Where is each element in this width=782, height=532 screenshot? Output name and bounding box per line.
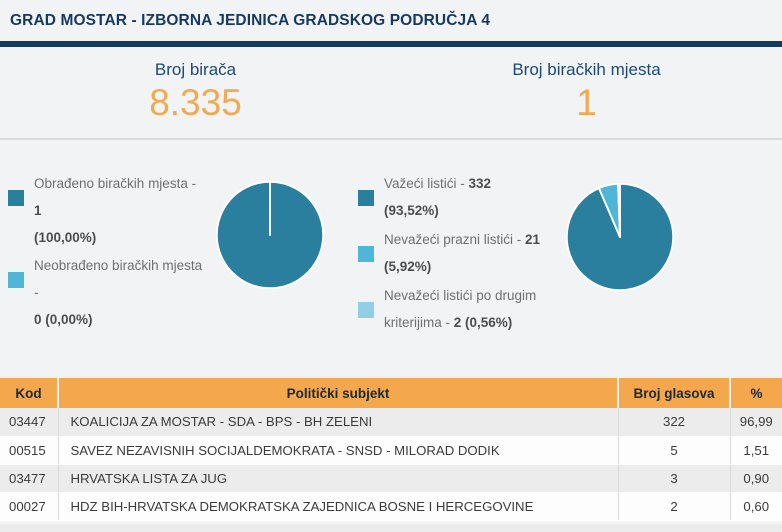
header-percent: % bbox=[729, 378, 782, 408]
row-votes: 3 bbox=[617, 464, 730, 493]
stat-polling-stations: Broj biračkih mjesta 1 bbox=[391, 47, 782, 138]
legend-polling-stations: Obrađeno biračkih mjesta - 1 (100,00%) N… bbox=[8, 170, 204, 334]
row-votes: 2 bbox=[617, 492, 730, 521]
page-title: GRAD MOSTAR - IZBORNA JEDINICA GRADSKOG … bbox=[10, 12, 491, 29]
legend-item-invalid-blank: Nevažeći prazni listići - 21 (5,92%) bbox=[358, 226, 563, 281]
row-votes: 322 bbox=[617, 408, 730, 437]
results-table: Kod Politički subjekt Broj glasova % 034… bbox=[0, 378, 782, 521]
row-party: SAVEZ NEZAVISNIH SOCIJALDEMOKRATA - SNSD… bbox=[57, 436, 618, 465]
pie-chart-polling-stations bbox=[215, 180, 325, 290]
table-row: 00515 SAVEZ NEZAVISNIH SOCIJALDEMOKRATA -… bbox=[0, 436, 782, 465]
legend-value: 332 bbox=[468, 176, 492, 191]
legend-item-processed: Obrađeno biračkih mjesta - 1 (100,00%) bbox=[8, 170, 204, 251]
title-bar: GRAD MOSTAR - IZBORNA JEDINICA GRADSKOG … bbox=[0, 0, 782, 41]
legend-percent: 2 (0,56%) bbox=[453, 315, 513, 330]
legend-swatch-icon bbox=[358, 190, 374, 206]
legend-item-unprocessed: Neobrađeno biračkih mjesta - 0 (0,00%) bbox=[8, 252, 204, 333]
legend-value: 21 bbox=[525, 232, 541, 247]
pie-chart-ballots bbox=[565, 182, 675, 292]
legend-swatch-icon bbox=[358, 302, 374, 318]
legend-label: Nevažeći listići po drugim bbox=[384, 288, 537, 303]
table-partial-next-row bbox=[0, 524, 782, 532]
row-percent: 1,51 bbox=[729, 436, 782, 465]
legend-percent: (100,00%) bbox=[34, 230, 97, 245]
legend-label: Nevažeći prazni listići - bbox=[384, 232, 526, 247]
summary-stats: Broj birača 8.335 Broj biračkih mjesta 1 bbox=[0, 47, 782, 138]
stat-voters-label: Broj birača bbox=[154, 60, 237, 79]
row-party: KOALICIJA ZA MOSTAR - SDA - BPS - BH ZEL… bbox=[57, 408, 618, 437]
stat-stations-label: Broj biračkih mjesta bbox=[512, 60, 661, 79]
row-party: HDZ BIH-HRVATSKA DEMOKRATSKA ZAJEDNICA B… bbox=[57, 492, 618, 521]
row-party: HRVATSKA LISTA ZA JUG bbox=[57, 464, 618, 493]
row-percent: 96,99 bbox=[729, 408, 782, 437]
row-code: 03477 bbox=[0, 464, 58, 493]
legend-item-invalid-other: Nevažeći listići po drugim kriterijima -… bbox=[358, 282, 563, 337]
legend-label: Neobrađeno biračkih mjesta - bbox=[34, 258, 203, 300]
row-percent: 0,60 bbox=[729, 492, 782, 521]
row-code: 03447 bbox=[0, 408, 58, 437]
results-table-body: 03447 KOALICIJA ZA MOSTAR - SDA - BPS - B… bbox=[0, 408, 782, 521]
pie-slice bbox=[617, 182, 621, 238]
legend-value: 1 bbox=[34, 203, 42, 218]
table-row: 00027 HDZ BIH-HRVATSKA DEMOKRATSKA ZAJEDN… bbox=[0, 492, 782, 521]
legend-label: Važeći listići - bbox=[384, 176, 469, 191]
section-divider bbox=[0, 138, 782, 140]
pie-slice bbox=[215, 180, 325, 290]
table-row: 03477 HRVATSKA LISTA ZA JUG 3 0,90 bbox=[0, 464, 782, 493]
row-votes: 5 bbox=[617, 436, 730, 465]
legend-swatch-icon bbox=[8, 272, 24, 288]
header-code: Kod bbox=[0, 378, 58, 408]
legend-ballots: Važeći listići - 332 (93,52%) Nevažeći p… bbox=[358, 170, 563, 338]
legend-item-valid: Važeći listići - 332 (93,52%) bbox=[358, 170, 563, 225]
legend-label: Obrađeno biračkih mjesta - bbox=[34, 176, 197, 191]
header-party: Politički subjekt bbox=[57, 378, 618, 408]
stat-stations-value: 1 bbox=[576, 82, 597, 123]
legend-swatch-icon bbox=[358, 246, 374, 262]
table-row: 03447 KOALICIJA ZA MOSTAR - SDA - BPS - B… bbox=[0, 408, 782, 437]
legend-swatch-icon bbox=[8, 190, 24, 206]
title-underline-bar bbox=[0, 41, 782, 47]
header-votes: Broj glasova bbox=[617, 378, 730, 408]
legend-percent: (93,52%) bbox=[384, 203, 439, 218]
legend-percent: 0 (0,00%) bbox=[34, 312, 93, 327]
row-code: 00027 bbox=[0, 492, 58, 521]
table-header-row: Kod Politički subjekt Broj glasova % bbox=[0, 378, 782, 408]
stat-voters: Broj birača 8.335 bbox=[0, 47, 391, 138]
legend-percent: (5,92%) bbox=[384, 259, 432, 274]
stat-voters-value: 8.335 bbox=[149, 82, 242, 123]
row-code: 00515 bbox=[0, 436, 58, 465]
row-percent: 0,90 bbox=[729, 464, 782, 493]
